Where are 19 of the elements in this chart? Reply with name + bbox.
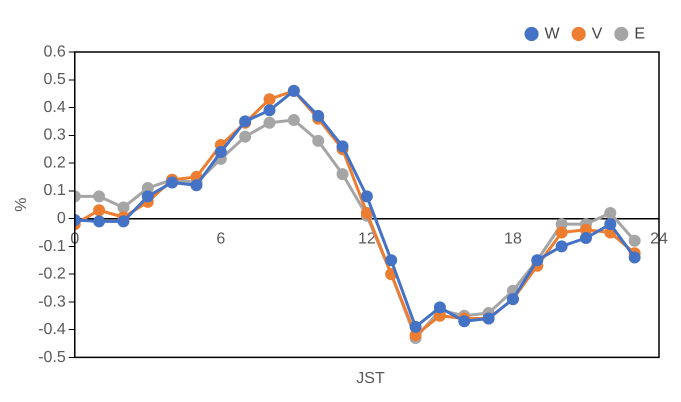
legend-label: W xyxy=(544,25,561,42)
y-tick-label: 0.5 xyxy=(44,71,66,88)
y-axis-title: % xyxy=(13,198,30,212)
y-tick-label: 0.6 xyxy=(44,43,66,60)
y-tick-label: 0.2 xyxy=(44,154,66,172)
y-tick-label: -0.5 xyxy=(38,348,66,366)
y-tick-label: -0.4 xyxy=(38,321,66,338)
y-tick-label: 0.3 xyxy=(44,126,66,144)
x-tick-label: 18 xyxy=(504,230,522,248)
y-tick-label: 0.1 xyxy=(44,182,66,200)
y-tick-label: 0.4 xyxy=(44,98,66,116)
y-tick-label: -0.2 xyxy=(38,266,66,283)
x-axis-title: JST xyxy=(355,370,386,388)
x-tick-label: 6 xyxy=(216,230,226,248)
legend-label: V xyxy=(592,25,603,42)
legend-label: E xyxy=(634,25,645,42)
y-tick-label: -0.3 xyxy=(38,293,66,310)
y-tick-label: -0.1 xyxy=(38,238,66,255)
y-tick-label: 0 xyxy=(56,210,66,227)
